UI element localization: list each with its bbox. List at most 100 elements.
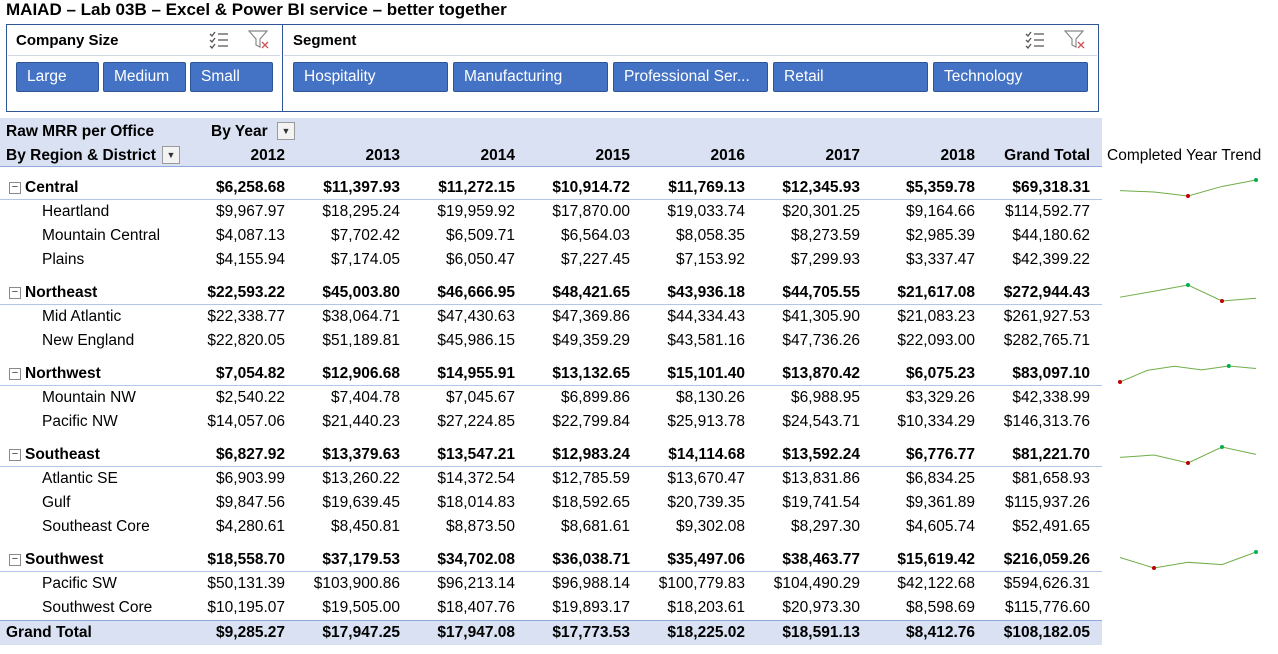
district-value-cell: $18,295.24 [322,203,400,220]
district-value-cell: $9,164.66 [906,203,975,220]
district-label: Pacific SW [42,575,117,592]
multi-select-icon[interactable] [208,30,230,50]
region-value-cell: $81,221.70 [1012,446,1090,463]
region-value-cell: $13,592.24 [782,446,860,463]
slicer-header-divider [284,55,1097,56]
region-value-cell: $15,101.40 [667,365,745,382]
region-value-cell: $272,944.43 [1003,284,1090,301]
region-value-cell: $6,075.23 [906,365,975,382]
sparkline-high-point [1254,178,1258,182]
row-filter-dropdown-icon[interactable]: ▼ [162,146,180,164]
grand-total-column-header: Grand Total [1004,147,1090,164]
region-value-cell: $22,593.22 [207,284,285,301]
district-value-cell: $45,986.15 [437,332,515,349]
district-value-cell: $24,543.71 [782,413,860,430]
sparkline-low-point [1186,461,1190,465]
district-value-cell: $8,058.35 [676,227,745,244]
collapse-toggle-icon[interactable]: − [9,182,21,194]
region-value-cell: $7,054.82 [216,365,285,382]
district-value-cell: $10,195.07 [207,599,285,616]
district-value-cell: $51,189.81 [322,332,400,349]
year-column-header: 2018 [940,147,975,164]
district-value-cell: $42,338.99 [1012,389,1090,406]
collapse-toggle-icon[interactable]: − [9,368,21,380]
district-value-cell: $6,564.03 [561,227,630,244]
district-value-cell: $6,899.86 [561,389,630,406]
district-value-cell: $8,297.30 [791,518,860,535]
district-value-cell: $44,180.62 [1012,227,1090,244]
slicer-item-large[interactable]: Large [16,62,99,92]
district-value-cell: $261,927.53 [1003,308,1090,325]
sparkline-northeast [1119,283,1257,303]
district-row: Mid Atlantic $22,338.77 $38,064.71 $47,430.… [0,305,1102,329]
district-value-cell: $22,820.05 [207,332,285,349]
multi-select-icon[interactable] [1024,30,1046,50]
region-value-cell: $12,345.93 [782,179,860,196]
region-value-cell: $11,397.93 [323,179,400,196]
slicer-item-medium[interactable]: Medium [103,62,186,92]
slicer-item-hospitality[interactable]: Hospitality [293,62,448,92]
district-value-cell: $52,491.65 [1012,518,1090,535]
sparkline-high-point [1254,550,1258,554]
district-value-cell: $50,131.39 [207,575,285,592]
year-column-header: 2017 [825,147,860,164]
slicer-item-small[interactable]: Small [190,62,273,92]
district-value-cell: $47,736.26 [782,332,860,349]
district-label: Mountain NW [42,389,136,406]
region-value-cell: $83,097.10 [1012,365,1090,382]
column-field-label: By Year [211,123,268,140]
region-value-cell: $46,666.95 [437,284,515,301]
region-value-cell: $6,776.77 [906,446,975,463]
district-row: Atlantic SE $6,903.99 $13,260.22 $14,372.54… [0,467,1102,491]
slicer-item-technology[interactable]: Technology [933,62,1088,92]
district-value-cell: $7,045.67 [446,389,515,406]
district-value-cell: $8,273.59 [791,227,860,244]
district-value-cell: $2,985.39 [906,227,975,244]
region-value-cell: $11,769.13 [668,179,745,196]
grand-total-value-cell: $108,182.05 [1003,624,1090,641]
sparkline-high-point [1226,364,1231,368]
district-value-cell: $7,702.42 [331,227,400,244]
collapse-toggle-icon[interactable]: − [9,449,21,461]
district-value-cell: $19,893.17 [552,599,630,616]
district-value-cell: $20,739.35 [667,494,745,511]
slicer-item-manufacturing[interactable]: Manufacturing [453,62,608,92]
sparkline-southwest [1119,550,1258,570]
grand-total-value-cell: $17,773.53 [552,624,630,641]
region-value-cell: $48,421.65 [552,284,630,301]
collapse-toggle-icon[interactable]: − [9,554,21,566]
values-field-label: Raw MRR per Office [6,123,155,140]
region-label: Northeast [25,284,98,301]
district-value-cell: $18,203.61 [667,599,745,616]
district-value-cell: $3,337.47 [906,251,975,268]
slicer-item-professional-services[interactable]: Professional Ser... [613,62,768,92]
collapse-toggle-icon[interactable]: − [9,287,21,299]
district-value-cell: $7,404.78 [331,389,400,406]
grand-total-row: Grand Total $9,285.27 $17,947.25 $17,947.0… [0,620,1102,645]
district-value-cell: $6,903.99 [216,470,285,487]
slicer-item-retail[interactable]: Retail [773,62,928,92]
column-filter-dropdown-icon[interactable]: ▼ [277,122,295,140]
grand-total-label: Grand Total [6,624,92,641]
clear-filter-icon[interactable] [248,30,270,50]
sparkline-southeast [1119,445,1257,465]
district-value-cell: $2,540.22 [216,389,285,406]
region-value-cell: $6,827.92 [216,446,285,463]
grand-total-value-cell: $17,947.08 [437,624,515,641]
district-value-cell: $44,334.43 [667,308,745,325]
clear-filter-icon[interactable] [1064,30,1086,50]
district-value-cell: $38,064.71 [322,308,400,325]
district-value-cell: $10,334.29 [897,413,975,430]
district-value-cell: $21,083.23 [897,308,975,325]
grand-total-value-cell: $17,947.25 [322,624,400,641]
district-value-cell: $8,598.69 [906,599,975,616]
grand-total-value-cell: $8,412.76 [906,624,975,641]
district-value-cell: $21,440.23 [322,413,400,430]
district-value-cell: $49,359.29 [552,332,630,349]
district-value-cell: $12,785.59 [552,470,630,487]
region-value-cell: $35,497.06 [667,551,745,568]
sparkline-high-point [1186,283,1190,287]
sparkline-column-header: Completed Year Trend [1107,147,1262,164]
district-value-cell: $18,592.65 [552,494,630,511]
district-label: Plains [42,251,85,268]
